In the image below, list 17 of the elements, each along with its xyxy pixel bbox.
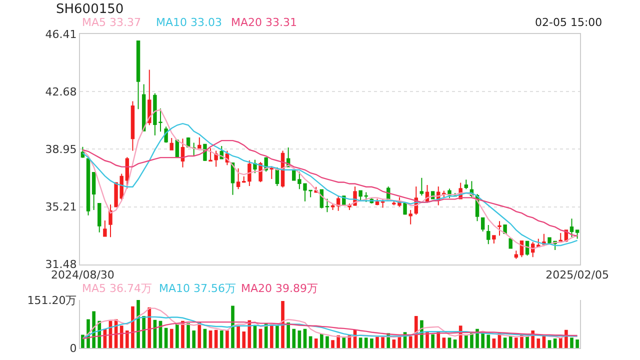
series-label: MA5 36.74万 (82, 282, 152, 295)
x-tick-label: 2025/02/05 (546, 268, 610, 282)
y-tick-label: 151.20万 (27, 294, 77, 307)
text: MA5 33.37 (82, 16, 142, 29)
y-tick-label: 38.95 (45, 142, 77, 156)
text: MA10 37.56万 (159, 282, 236, 295)
text: MA20 33.31 (231, 16, 297, 29)
y-tick-label: 42.68 (45, 85, 77, 98)
y-tick-label: 0 (70, 342, 77, 356)
y-tick-label: 35.21 (45, 200, 77, 214)
y-tick-label: 46.41 (45, 28, 77, 41)
x-tick-label: 2024/08/30 (51, 268, 114, 282)
text: MA20 39.89万 (241, 282, 318, 295)
text: 02-05 15:00 (535, 16, 602, 29)
text: MA10 33.03 (156, 16, 222, 29)
y-tick-label: 31.48 (45, 258, 77, 272)
chart-title: SH600150 (56, 2, 124, 18)
